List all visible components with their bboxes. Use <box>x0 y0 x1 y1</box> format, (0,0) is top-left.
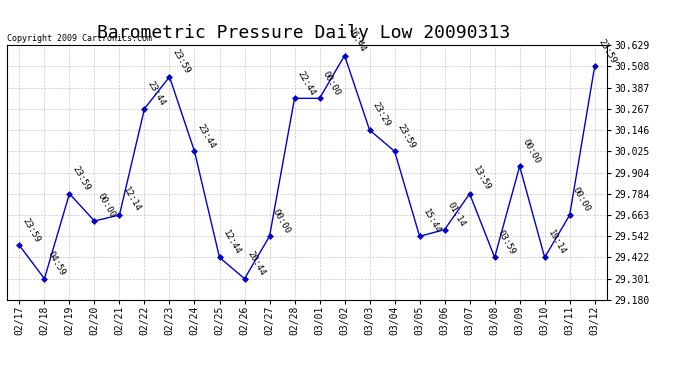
Text: 23:59: 23:59 <box>596 37 618 65</box>
Text: 00:00: 00:00 <box>521 137 542 165</box>
Text: 00:00: 00:00 <box>271 207 292 235</box>
Text: 23:59: 23:59 <box>71 165 92 192</box>
Text: 12:44: 12:44 <box>221 228 242 256</box>
Text: 03:59: 03:59 <box>496 228 518 256</box>
Text: 04:59: 04:59 <box>46 249 67 278</box>
Text: 23:44: 23:44 <box>196 122 217 150</box>
Text: 13:59: 13:59 <box>471 165 492 192</box>
Text: 23:29: 23:29 <box>371 101 392 129</box>
Text: 12:14: 12:14 <box>121 186 142 214</box>
Text: 00:00: 00:00 <box>96 192 117 220</box>
Text: 23:59: 23:59 <box>396 122 417 150</box>
Text: Barometric Pressure Daily Low 20090313: Barometric Pressure Daily Low 20090313 <box>97 24 510 42</box>
Text: 23:59: 23:59 <box>171 48 192 75</box>
Text: 23:59: 23:59 <box>21 216 42 244</box>
Text: 00:00: 00:00 <box>571 186 592 214</box>
Text: Copyright 2009 Cartronics.com: Copyright 2009 Cartronics.com <box>7 34 152 43</box>
Text: 00:00: 00:00 <box>321 69 342 97</box>
Text: 19:14: 19:14 <box>546 228 567 256</box>
Text: 01:14: 01:14 <box>446 201 467 228</box>
Text: 22:44: 22:44 <box>296 69 317 97</box>
Text: 15:44: 15:44 <box>421 207 442 235</box>
Text: 16:44: 16:44 <box>346 26 367 54</box>
Text: 23:44: 23:44 <box>146 80 167 107</box>
Text: 20:44: 20:44 <box>246 249 267 278</box>
